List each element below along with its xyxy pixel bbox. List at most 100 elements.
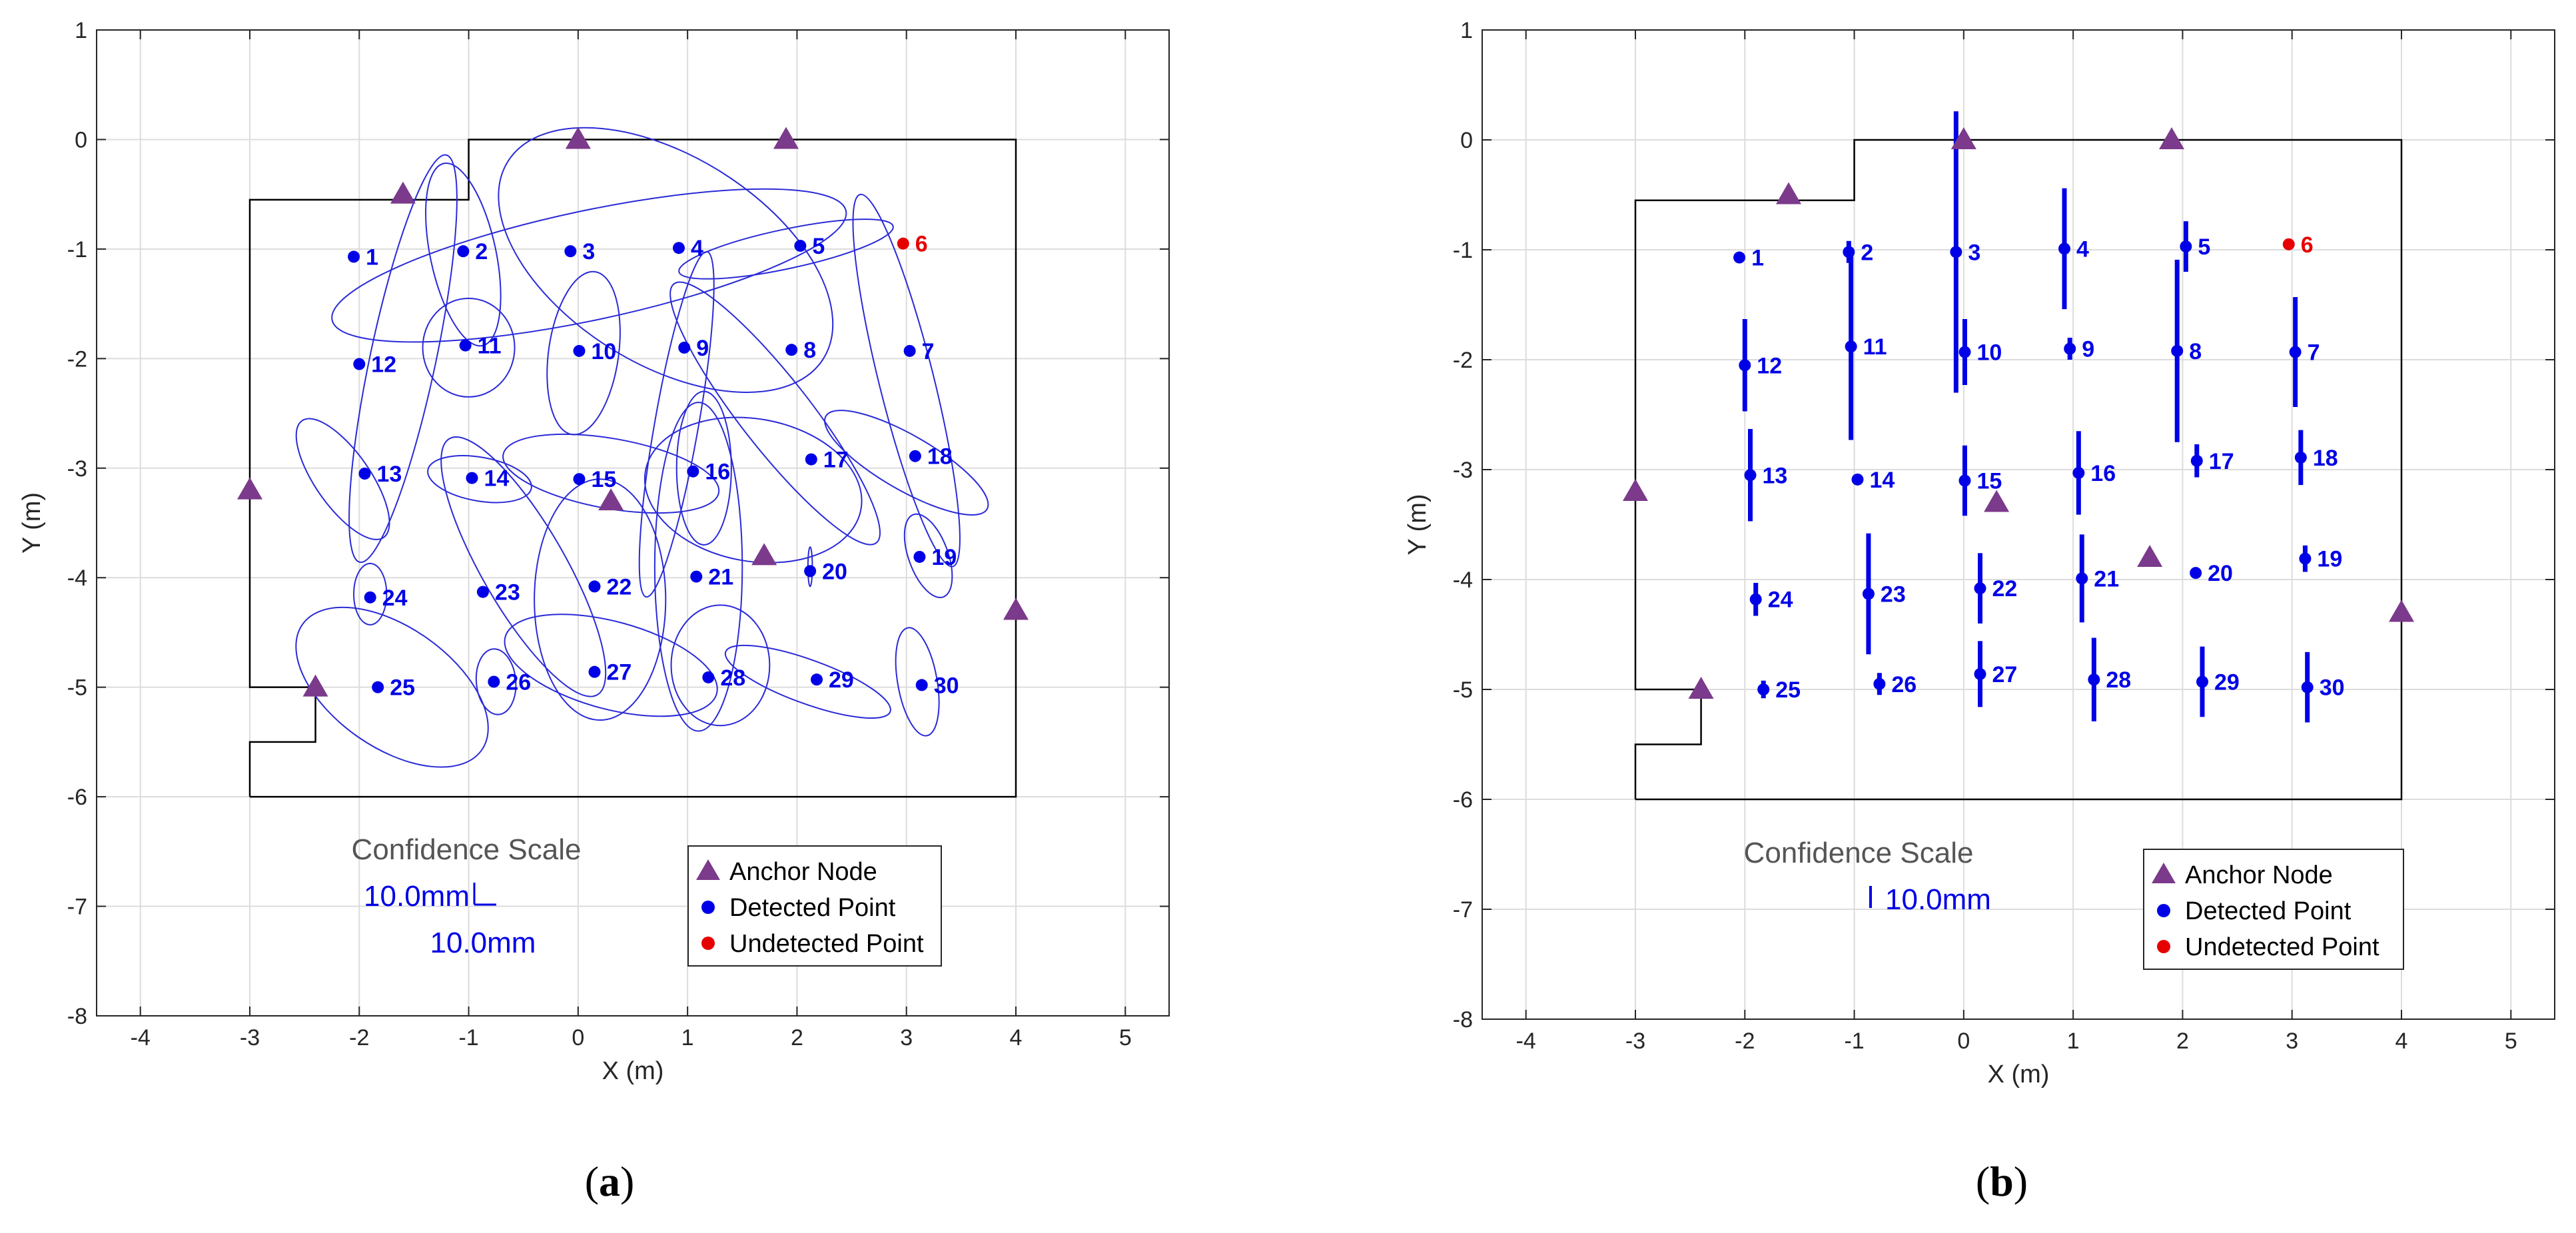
detected-point — [588, 580, 601, 593]
detected-point — [1757, 683, 1770, 695]
y-tick-label: -6 — [1453, 787, 1473, 813]
scale-y-label: 10.0mm — [1885, 883, 1991, 916]
point-label: 10 — [592, 339, 617, 364]
point-label: 5 — [2198, 234, 2210, 260]
detected-point — [573, 473, 586, 486]
detected-point — [459, 339, 472, 352]
y-tick-label: -4 — [1453, 568, 1473, 593]
detected-point — [1843, 246, 1855, 258]
confidence-scale-title: Confidence Scale — [1744, 837, 1974, 869]
confidence-ellipse — [534, 478, 667, 721]
detected-point — [2076, 572, 2088, 585]
point-label: 1 — [366, 244, 378, 270]
point-label: 16 — [2090, 461, 2116, 486]
anchor-marker — [565, 127, 591, 149]
legend-undetected-label: Undetected Point — [2185, 933, 2379, 961]
confidence-ellipse — [498, 127, 834, 393]
confidence-ellipse — [440, 436, 607, 697]
anchor-marker — [302, 674, 328, 697]
undetected-point — [897, 237, 909, 250]
legend-anchor-marker — [696, 859, 720, 880]
scale-y-label: 10.0mm — [364, 880, 470, 913]
x-tick-label: 3 — [2286, 1028, 2298, 1054]
point-label: 7 — [2308, 340, 2320, 365]
point-label: 11 — [1863, 334, 1887, 360]
confidence-ellipse — [504, 614, 718, 717]
confidence-scale-title: Confidence Scale — [352, 833, 582, 866]
detected-point — [1733, 251, 1746, 264]
point-label: 22 — [607, 574, 632, 600]
point-label: 4 — [691, 236, 703, 261]
panel-caption: (b) — [1976, 1158, 2028, 1205]
legend-box — [2143, 849, 2404, 970]
point-label: 18 — [2313, 446, 2338, 471]
point-label: 15 — [1977, 469, 2002, 494]
point-label: 30 — [2320, 675, 2345, 701]
anchor-marker — [773, 127, 799, 149]
anchor-marker — [1776, 182, 1801, 205]
point-label: 1 — [1751, 246, 1764, 271]
detected-point — [2301, 681, 2314, 693]
confidence-ellipse — [678, 218, 894, 280]
detected-point — [915, 679, 928, 691]
confidence-ellipse — [824, 410, 989, 516]
y-tick-label: -5 — [67, 675, 87, 701]
point-label: 7 — [922, 339, 935, 364]
confidence-ellipse — [675, 390, 732, 546]
y-axis-label: Y (m) — [1404, 494, 1432, 555]
y-tick-label: 0 — [1460, 128, 1473, 153]
anchor-marker — [237, 477, 262, 500]
x-tick-label: -4 — [131, 1025, 151, 1050]
confidence-ellipse — [644, 416, 863, 564]
detected-point — [573, 344, 586, 357]
x-tick-label: -2 — [1735, 1028, 1755, 1054]
detected-point — [358, 468, 371, 480]
anchor-marker — [598, 488, 624, 511]
point-label: 21 — [2094, 566, 2119, 592]
legend-undetected-marker — [2157, 940, 2170, 953]
point-label: 5 — [812, 234, 825, 259]
y-tick-label: -2 — [1453, 348, 1473, 373]
point-label: 3 — [1968, 240, 1980, 265]
x-tick-label: 5 — [2505, 1028, 2517, 1054]
point-label: 20 — [822, 559, 847, 584]
point-label: 15 — [592, 467, 617, 492]
legend-anchor-label: Anchor Node — [2185, 861, 2333, 889]
x-tick-label: 2 — [2176, 1028, 2189, 1054]
detected-point — [1974, 582, 1986, 595]
detected-point — [488, 675, 500, 688]
x-tick-label: 0 — [572, 1025, 584, 1050]
y-tick-label: 1 — [1460, 18, 1473, 43]
legend-anchor-marker — [2152, 863, 2176, 883]
legend: Anchor Node Detected Point Undetected Poin… — [2143, 849, 2404, 970]
point-label: 24 — [382, 586, 408, 611]
confidence-ellipse — [638, 250, 715, 598]
point-label: 25 — [390, 675, 415, 701]
point-label: 17 — [823, 448, 849, 473]
anchor-nodes — [237, 127, 1029, 697]
anchor-marker — [1984, 490, 2010, 512]
legend-undetected-label: Undetected Point — [729, 930, 924, 958]
point-label: 22 — [1992, 576, 2018, 602]
point-label: 12 — [1757, 353, 1782, 378]
undetected-point — [2282, 238, 2295, 250]
detected-point — [1974, 667, 1986, 680]
panel-a: -4 -3 -2 -1 0 1 2 3 4 510-1-2-3-4-5-6-7-8X (m)Y (… — [18, 18, 1170, 1205]
caption-paren-close: ) — [620, 1158, 634, 1205]
point-label: 8 — [803, 338, 816, 363]
point-label: 19 — [931, 545, 957, 570]
point-label: 23 — [1881, 582, 1906, 607]
x-tick-label: 1 — [681, 1025, 694, 1050]
anchor-marker — [2389, 600, 2414, 622]
caption-paren-open: ( — [585, 1158, 599, 1205]
detected-point — [673, 242, 685, 254]
point-label: 20 — [2208, 561, 2233, 586]
x-tick-label: 0 — [1957, 1028, 1970, 1054]
detected-point — [1845, 340, 1857, 353]
confidence-ellipse — [353, 562, 388, 625]
confidence-ellipse — [425, 163, 502, 347]
point-label: 18 — [927, 444, 953, 470]
point-label: 6 — [915, 232, 928, 257]
axes-box — [96, 29, 1170, 1017]
